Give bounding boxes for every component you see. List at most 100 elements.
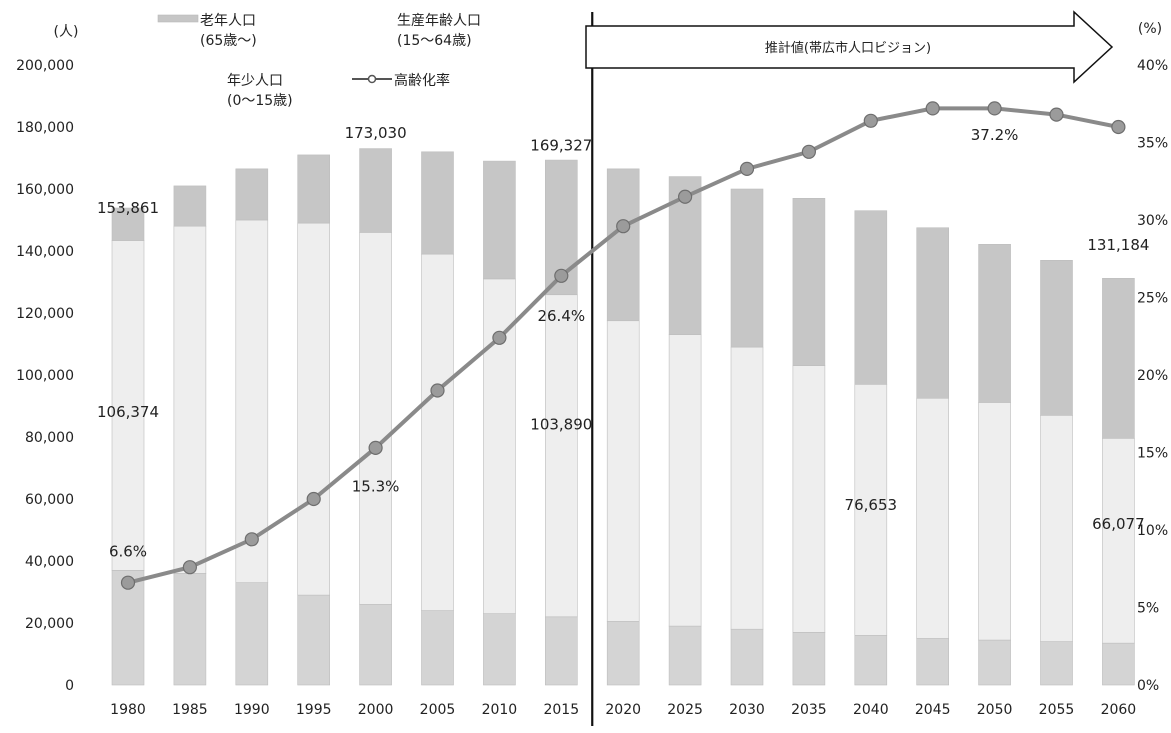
y-left-tick-label: 160,000 xyxy=(16,182,74,198)
bar-segment-0-2035 xyxy=(792,631,826,686)
y-left-tick-label: 100,000 xyxy=(16,368,74,384)
y-right-tick-label: 0% xyxy=(1137,678,1159,694)
x-tick-label-2045: 2045 xyxy=(915,702,951,718)
x-tick-label-2050: 2050 xyxy=(977,702,1013,718)
bar-segment-2-2040 xyxy=(854,210,888,385)
bar-segment-0-1990 xyxy=(235,582,269,686)
x-tick-label-1980: 1980 xyxy=(110,702,146,718)
bar-segment-1-2015 xyxy=(544,294,578,618)
bar-segment-1-2055 xyxy=(1040,414,1073,642)
bar-segment-2-1980 xyxy=(111,207,145,241)
data-label-5: 169,327 xyxy=(530,137,592,155)
data-label-4: 15.3% xyxy=(352,478,400,496)
aging-rate-point-2040 xyxy=(863,113,878,128)
legend-marker-3 xyxy=(367,74,377,84)
x-tick-label-2060: 2060 xyxy=(1101,702,1137,718)
aging-rate-point-1990 xyxy=(244,532,259,547)
aging-rate-line-layer xyxy=(120,101,1126,590)
x-tick-label-2015: 2015 xyxy=(543,702,579,718)
bar-segment-2-2010 xyxy=(483,160,516,280)
x-tick-label-1995: 1995 xyxy=(296,702,332,718)
aging-rate-point-1980 xyxy=(120,575,136,590)
aging-rate-point-2020 xyxy=(616,219,631,234)
bar-segment-2-2005 xyxy=(421,151,454,255)
legend-label-0-0: 年少人口 xyxy=(227,73,283,89)
bar-segment-1-2030 xyxy=(730,346,764,630)
y-left-tick-label: 180,000 xyxy=(16,120,74,136)
data-label-6: 103,890 xyxy=(530,416,592,434)
y-right-tick-label: 10% xyxy=(1137,523,1168,539)
bar-segment-2-2030 xyxy=(730,188,764,348)
data-label-9: 37.2% xyxy=(971,126,1019,144)
data-label-3: 173,030 xyxy=(345,124,407,142)
x-tick-label-2025: 2025 xyxy=(667,702,703,718)
bar-segment-0-1995 xyxy=(297,594,331,686)
bar-segment-0-1985 xyxy=(173,573,207,686)
aging-rate-point-2025 xyxy=(677,189,693,204)
y-left-tick-label: 80,000 xyxy=(25,430,74,446)
bar-segment-0-2040 xyxy=(854,635,888,686)
aging-rate-point-1995 xyxy=(306,491,321,507)
aging-rate-point-2035 xyxy=(801,144,817,159)
y-left-tick-label: 60,000 xyxy=(25,492,74,508)
aging-rate-point-2030 xyxy=(739,161,755,176)
y-left-unit-label: (人) xyxy=(54,24,79,40)
bar-segment-0-2005 xyxy=(421,610,454,686)
data-label-10: 131,184 xyxy=(1087,236,1149,254)
y-left-tick-label: 40,000 xyxy=(25,554,74,570)
x-tick-label-2010: 2010 xyxy=(482,702,518,718)
legend-label-1-0: 生産年齢人口 xyxy=(397,13,481,29)
bar-segment-0-2045 xyxy=(916,638,950,686)
x-tick-label-2005: 2005 xyxy=(420,702,456,718)
bar-segment-1-2035 xyxy=(792,365,826,633)
y-left-tick-label: 200,000 xyxy=(16,58,74,74)
bar-segment-0-2015 xyxy=(544,616,578,686)
bar-segment-0-2030 xyxy=(730,628,764,686)
bar-segment-2-2000 xyxy=(359,148,392,233)
bar-segment-0-2020 xyxy=(606,621,640,686)
x-tick-label-2035: 2035 xyxy=(791,702,827,718)
data-label-8: 76,653 xyxy=(845,496,898,514)
x-tick-label-1990: 1990 xyxy=(234,702,270,718)
projection-arrow xyxy=(585,10,1114,84)
aging-rate-point-2050 xyxy=(987,101,1002,116)
bar-segment-0-2025 xyxy=(668,625,702,686)
bar-segment-1-2050 xyxy=(978,402,1011,641)
bar-segment-0-2060 xyxy=(1102,642,1135,686)
y-right-unit-label: (%) xyxy=(1138,21,1162,37)
legend-label-2-0: 老年人口 xyxy=(200,13,256,29)
bar-segment-2-1985 xyxy=(173,185,207,227)
aging-rate-point-1985 xyxy=(182,560,197,575)
legend-label-1-1: (15〜64歳) xyxy=(397,33,472,49)
y-left-tick-label: 0 xyxy=(65,678,74,694)
y-right-tick-label: 20% xyxy=(1137,368,1168,384)
y-right-tick-label: 35% xyxy=(1137,136,1168,152)
bar-segment-1-1995 xyxy=(297,222,331,596)
data-label-1: 106,374 xyxy=(97,403,159,421)
bar-segment-1-1990 xyxy=(235,219,269,584)
legend-label-2-1: (65歳〜) xyxy=(200,33,257,49)
y-right-tick-label: 25% xyxy=(1137,291,1168,307)
bar-segment-1-2005 xyxy=(421,253,454,611)
data-label-11: 66,077 xyxy=(1092,515,1145,533)
y-right-tick-label: 40% xyxy=(1137,58,1168,74)
data-labels-layer: 153,861 106,374 6.6% 173,030 15.3% 169,327 103… xyxy=(97,124,1149,561)
x-tick-label-2020: 2020 xyxy=(605,702,641,718)
legend-swatch-2 xyxy=(157,14,199,23)
projection-arrow-label: 推計値(帯広市人口ビジョン) xyxy=(765,40,931,56)
x-tick-label-1985: 1985 xyxy=(172,702,208,718)
bar-segment-1-1985 xyxy=(173,225,207,574)
aging-rate-point-2055 xyxy=(1049,107,1064,122)
x-tick-label-2055: 2055 xyxy=(1039,702,1075,718)
y-left-tick-label: 20,000 xyxy=(25,616,74,632)
aging-rate-point-2060 xyxy=(1111,119,1126,135)
y-right-tick-label: 30% xyxy=(1137,213,1168,229)
bar-segment-1-2045 xyxy=(916,397,950,639)
aging-rate-point-2015 xyxy=(554,268,569,283)
x-tick-label-2000: 2000 xyxy=(358,702,394,718)
y-left-tick-label: 120,000 xyxy=(16,306,74,322)
y-left-tick-label: 140,000 xyxy=(16,244,74,260)
data-label-7: 26.4% xyxy=(537,307,585,325)
